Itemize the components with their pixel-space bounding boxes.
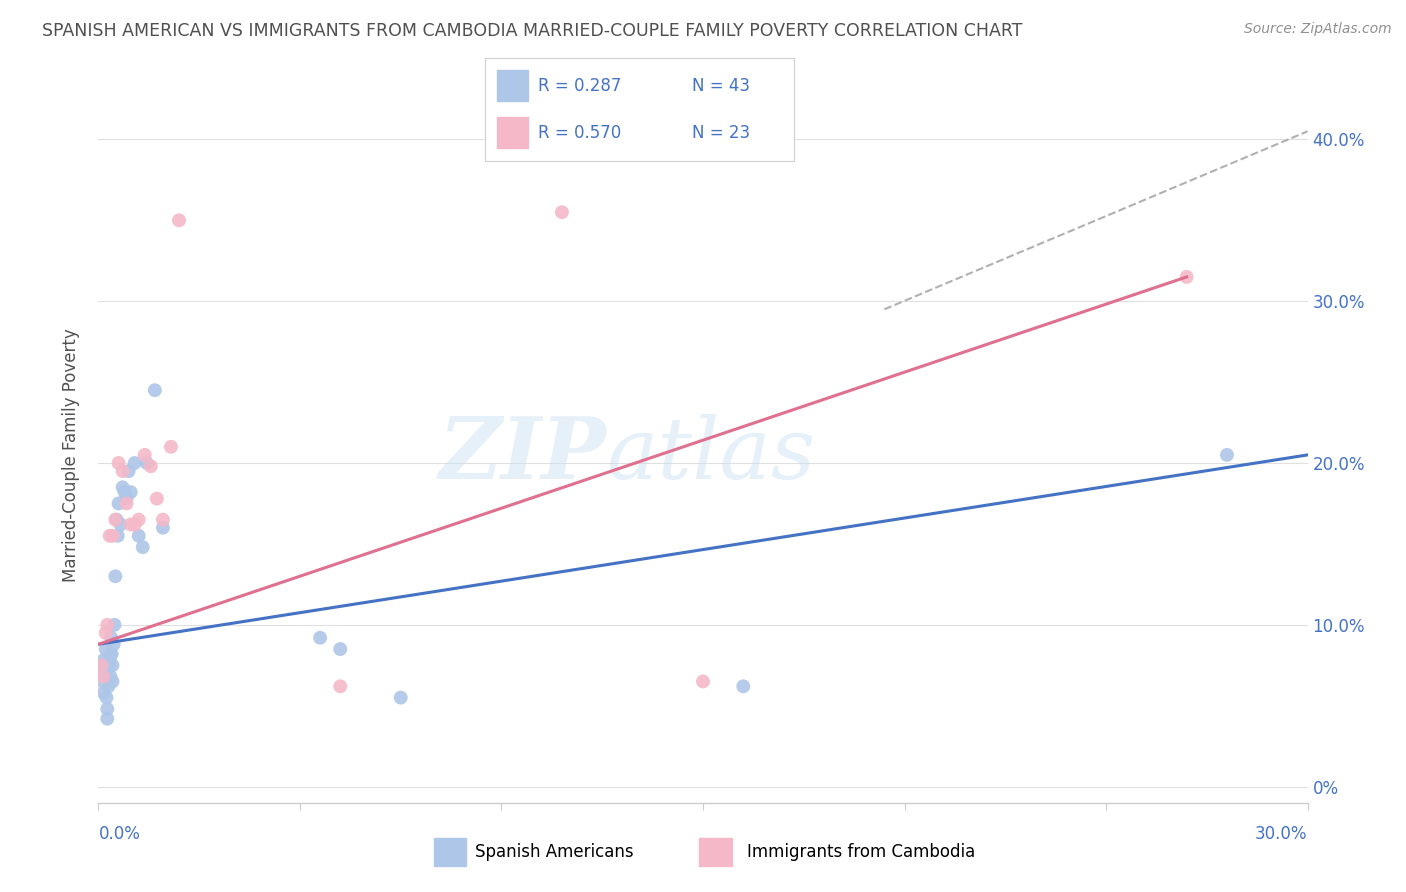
Point: [128, 513, 150, 527]
Point: [120, 517, 142, 532]
Point: [1216, 448, 1239, 462]
Point: [103, 617, 125, 632]
Point: [91, 653, 114, 667]
Point: [107, 496, 129, 510]
Point: [96, 712, 118, 726]
Point: [160, 440, 183, 454]
Point: [93, 686, 115, 700]
Bar: [433, 838, 467, 866]
Point: [96, 702, 118, 716]
Point: [97, 658, 120, 673]
Point: [90, 658, 112, 673]
Point: [132, 540, 155, 554]
Point: [103, 637, 125, 651]
Text: R = 0.570: R = 0.570: [537, 124, 621, 142]
Point: [90, 658, 112, 673]
Point: [104, 569, 127, 583]
Point: [96, 617, 118, 632]
Point: [98, 529, 121, 543]
Point: [124, 456, 146, 470]
Point: [91, 670, 114, 684]
Point: [329, 642, 352, 657]
Point: [100, 670, 122, 684]
Point: [96, 690, 118, 705]
Bar: [498, 70, 529, 101]
Point: [93, 663, 115, 677]
Point: [329, 679, 352, 693]
Point: [98, 653, 121, 667]
Text: Spanish Americans: Spanish Americans: [475, 843, 634, 861]
Point: [94, 666, 117, 681]
Point: [110, 517, 132, 532]
Point: [309, 631, 332, 645]
Text: N = 23: N = 23: [692, 124, 751, 142]
Text: atlas: atlas: [606, 414, 815, 496]
Text: 30.0%: 30.0%: [1256, 825, 1308, 843]
Point: [114, 485, 136, 500]
Point: [91, 674, 114, 689]
Point: [551, 205, 574, 219]
Point: [120, 485, 142, 500]
Point: [152, 513, 174, 527]
Y-axis label: Married-Couple Family Poverty: Married-Couple Family Poverty: [62, 328, 80, 582]
Point: [167, 213, 190, 227]
Point: [101, 658, 124, 673]
Point: [135, 456, 157, 470]
Point: [100, 631, 122, 645]
Point: [105, 513, 128, 527]
Bar: [498, 118, 529, 148]
Point: [124, 517, 146, 532]
Point: [118, 464, 141, 478]
Text: Source: ZipAtlas.com: Source: ZipAtlas.com: [1244, 22, 1392, 37]
Point: [146, 491, 169, 506]
Point: [104, 513, 127, 527]
Point: [139, 459, 162, 474]
Text: ZIP: ZIP: [439, 413, 606, 497]
Point: [134, 448, 156, 462]
Point: [143, 383, 166, 397]
Text: 0.0%: 0.0%: [98, 825, 141, 843]
Bar: [699, 838, 731, 866]
Point: [389, 690, 412, 705]
Text: Immigrants from Cambodia: Immigrants from Cambodia: [747, 843, 974, 861]
Point: [94, 642, 117, 657]
Point: [115, 496, 138, 510]
Text: SPANISH AMERICAN VS IMMIGRANTS FROM CAMBODIA MARRIED-COUPLE FAMILY POVERTY CORRE: SPANISH AMERICAN VS IMMIGRANTS FROM CAMB…: [42, 22, 1022, 40]
Point: [107, 456, 129, 470]
Point: [1175, 269, 1198, 284]
Point: [115, 491, 138, 506]
Point: [152, 521, 174, 535]
Text: N = 43: N = 43: [692, 77, 751, 95]
Point: [94, 670, 117, 684]
Point: [100, 647, 122, 661]
Point: [733, 679, 755, 693]
Point: [94, 626, 117, 640]
Point: [111, 464, 134, 478]
Text: R = 0.287: R = 0.287: [537, 77, 621, 95]
Point: [97, 679, 120, 693]
Point: [107, 529, 129, 543]
Point: [100, 647, 122, 661]
Point: [101, 674, 124, 689]
Point: [128, 529, 150, 543]
Point: [101, 529, 124, 543]
Point: [692, 674, 714, 689]
Point: [111, 480, 134, 494]
